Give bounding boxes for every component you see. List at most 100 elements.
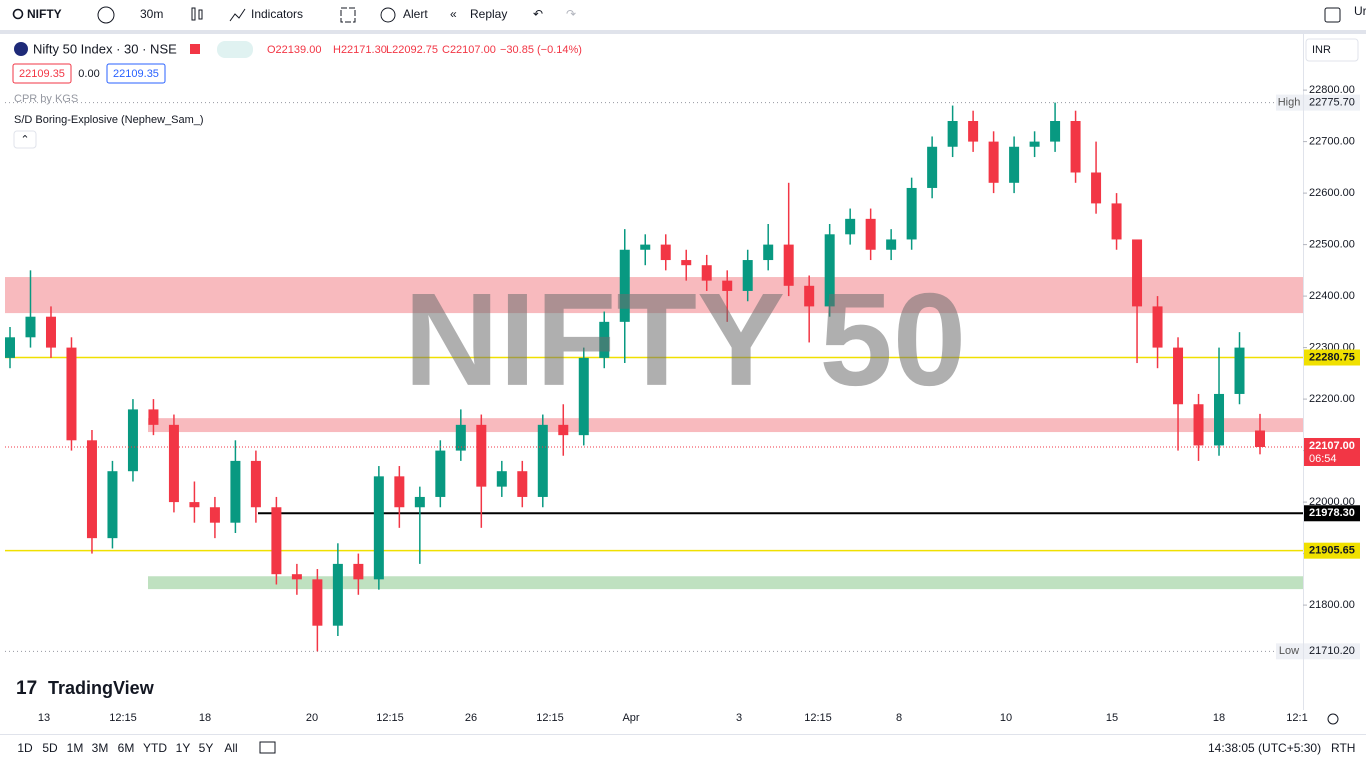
ask-box[interactable]	[106, 63, 166, 84]
candle-body	[1214, 393, 1225, 446]
candle-body	[1091, 172, 1102, 204]
range-button[interactable]: 5D	[42, 741, 58, 755]
legend-high: H22171.30	[333, 44, 387, 56]
undo[interactable]: ↶	[533, 7, 543, 21]
candle-body	[578, 357, 589, 436]
range-button[interactable]: 3M	[92, 741, 109, 755]
candle-body	[25, 316, 36, 338]
x-tick-label: 3	[736, 712, 742, 724]
settings[interactable]	[1327, 713, 1339, 725]
user-menu[interactable]: Ur	[1354, 4, 1366, 18]
candle-body	[168, 424, 179, 503]
candle-body	[86, 440, 97, 539]
x-tick-label: 12:15	[536, 712, 564, 724]
candle-body	[824, 234, 835, 307]
candle-body	[332, 563, 343, 626]
x-tick-label: 18	[199, 712, 211, 724]
level-tag-label: 21978.30	[1309, 507, 1355, 519]
price-tag	[1304, 94, 1360, 111]
level-tag	[1304, 542, 1360, 559]
countdown: 06:54	[1309, 453, 1337, 465]
candle-body	[1050, 121, 1061, 142]
candle-body	[1111, 203, 1122, 240]
level-tag-label: 22280.75	[1309, 351, 1355, 363]
y-tick-label: 22000.00	[1309, 496, 1355, 508]
study[interactable]: CPR by KGS	[14, 93, 78, 105]
candle-body	[947, 121, 958, 147]
candle-body	[1009, 146, 1020, 183]
candle-body	[1193, 404, 1204, 446]
x-tick-label: 13	[38, 712, 50, 724]
legend-low: L22092.75	[386, 44, 438, 56]
candle-body	[906, 187, 917, 240]
y-tick-label: 22500.00	[1309, 239, 1355, 251]
x-tick-label: 12:15	[804, 712, 832, 724]
status-pill[interactable]	[217, 41, 253, 58]
brand: TradingView	[48, 678, 155, 698]
fullscreen[interactable]	[1324, 7, 1341, 23]
y-tick-label: 21800.00	[1309, 599, 1355, 611]
bid-box[interactable]	[12, 63, 72, 84]
range-button[interactable]: YTD	[143, 741, 167, 755]
alert-button[interactable]: Alert	[403, 7, 428, 21]
level-tag	[1304, 505, 1360, 522]
level-tag-label: 21905.65	[1309, 545, 1355, 557]
redo[interactable]: ↷	[566, 7, 576, 21]
candle-body	[127, 409, 138, 472]
candle-body	[394, 476, 405, 508]
watermark: NIFTY 50	[404, 266, 966, 413]
candle-body	[107, 471, 118, 539]
range-button[interactable]: 6M	[118, 741, 135, 755]
candle-body	[804, 285, 815, 307]
candle-body	[599, 321, 610, 358]
candle-body	[476, 424, 487, 487]
candle-body	[619, 249, 630, 322]
range-button[interactable]: 1M	[67, 741, 84, 755]
candle-body	[414, 496, 425, 508]
footer-border	[0, 734, 1366, 735]
separator	[0, 30, 1366, 34]
add-symbol[interactable]	[97, 6, 115, 24]
last-price-tag	[1304, 437, 1360, 466]
candle-body	[537, 424, 548, 497]
candle-body	[1029, 141, 1040, 147]
price-tag	[1304, 643, 1360, 660]
y-tick-label: 22800.00	[1309, 84, 1355, 96]
candle-body	[373, 476, 384, 580]
range-button[interactable]: All	[224, 741, 237, 755]
date-range-icon[interactable]	[259, 741, 276, 754]
legend-title: Nifty 50 Index · 30 · NSE	[33, 41, 177, 56]
candle-body	[455, 424, 466, 451]
candle-body	[845, 218, 856, 235]
flag[interactable]	[190, 44, 200, 54]
layouts[interactable]	[340, 7, 356, 23]
range-button[interactable]: 5Y	[199, 741, 214, 755]
collapse[interactable]	[13, 130, 37, 149]
supply-demand-zone	[148, 418, 1303, 433]
candle-body	[783, 244, 794, 286]
search-icon[interactable]	[12, 8, 24, 20]
candle-body	[189, 502, 200, 508]
collapse-icon: ⌃	[20, 134, 29, 146]
interval[interactable]: 30m	[140, 7, 163, 21]
currency-box[interactable]	[1305, 38, 1359, 62]
indicators-button[interactable]: Indicators	[251, 7, 303, 21]
y-tick-label: 22600.00	[1309, 187, 1355, 199]
price-tag-label: 22775.70	[1309, 97, 1355, 109]
alert-icon	[380, 7, 396, 23]
session[interactable]: RTH	[1331, 741, 1355, 755]
price-tag-label: 21710.20	[1309, 645, 1355, 657]
extreme-tag	[1276, 643, 1303, 660]
study[interactable]: S/D Boring-Explosive (Nephew_Sam_)	[14, 114, 204, 126]
range-button[interactable]: 1Y	[176, 741, 191, 755]
replay-button[interactable]: Replay	[470, 7, 507, 21]
symbol[interactable]: NIFTY	[27, 7, 62, 21]
x-tick-label: 12:15	[109, 712, 137, 724]
level-tag	[1304, 349, 1360, 366]
chart-type[interactable]	[191, 7, 196, 21]
ask: 22109.35	[113, 68, 159, 80]
range-button[interactable]: 1D	[17, 741, 33, 755]
candle-body	[763, 244, 774, 261]
candle-body	[1173, 347, 1184, 405]
